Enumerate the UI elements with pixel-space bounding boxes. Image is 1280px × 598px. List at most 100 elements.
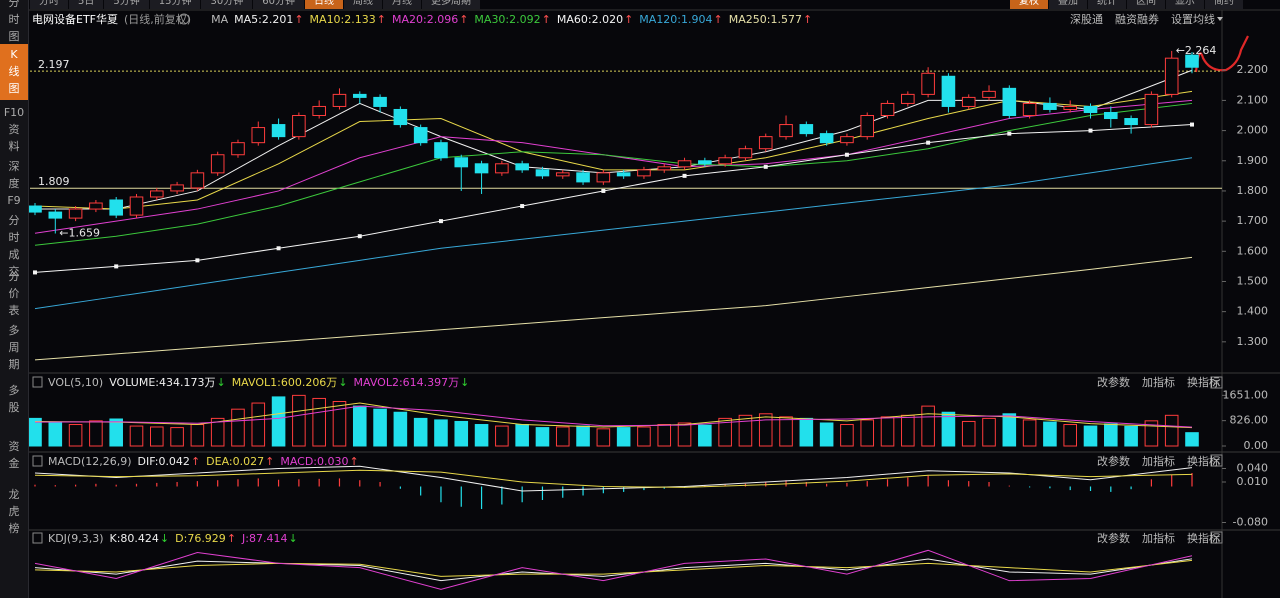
sidebar-item[interactable]: 龙虎榜 xyxy=(0,486,28,537)
panel-link[interactable]: 深股通 xyxy=(1070,13,1103,26)
period-tab[interactable]: 分时 xyxy=(30,0,68,9)
panel-link[interactable]: 加指标 xyxy=(1142,532,1175,545)
candle-body xyxy=(698,160,712,165)
candle-body xyxy=(352,93,367,98)
macd-links: 改参数 加指标 换指标 xyxy=(1097,454,1220,468)
candle-body xyxy=(799,124,814,135)
period-tab[interactable]: 5分钟 xyxy=(104,0,149,9)
legend-arrow: ↑ xyxy=(541,12,551,26)
tool-tab[interactable]: 简约 xyxy=(1205,0,1243,9)
sidebar-item[interactable]: 分时成交 xyxy=(0,212,28,280)
sidebar-item[interactable]: 资金 xyxy=(0,438,28,472)
panel-link[interactable]: 换指标 xyxy=(1187,376,1220,389)
legend-arrow: ↓ xyxy=(159,531,170,545)
ma-marker xyxy=(682,173,687,178)
extreme-label: ←2.264 xyxy=(1176,44,1217,57)
tool-tab[interactable]: 叠加 xyxy=(1049,0,1087,9)
volume-bar xyxy=(941,411,956,447)
volume-bar xyxy=(758,413,773,447)
volume-bar xyxy=(637,426,651,447)
candle-body xyxy=(860,115,875,138)
tool-tabs: 复权 叠加 统计 区间 显示 简约 xyxy=(1010,0,1243,9)
candle-body xyxy=(1144,93,1159,126)
volume-bar xyxy=(880,416,895,447)
period-tab[interactable]: 月线 xyxy=(382,0,421,9)
period-tab[interactable]: 周线 xyxy=(343,0,382,9)
y-tick-label: 2.000 xyxy=(1237,124,1269,137)
candle-body xyxy=(637,169,651,177)
volume-bar xyxy=(1063,424,1078,447)
panel-link[interactable]: 设置均线 xyxy=(1171,13,1215,26)
volume-bar xyxy=(373,408,387,447)
legend-arrow: ↓ xyxy=(460,375,470,389)
period-tab[interactable]: 15分钟 xyxy=(149,0,201,9)
period-tab[interactable]: 30分钟 xyxy=(201,0,253,9)
volume-bar xyxy=(89,420,103,447)
panel-link[interactable]: 换指标 xyxy=(1187,455,1220,468)
sidebar: 分时图 K 线图 F10 资料深度 F9 分时成交分价表多周期多股资金龙虎榜 xyxy=(0,0,29,598)
legend-arrow: ↑ xyxy=(349,454,359,468)
legend-entry: MA5:2.201 xyxy=(234,12,294,26)
tool-tab[interactable]: 复权 xyxy=(1010,0,1048,9)
indicator-name: MA xyxy=(211,12,229,26)
sidebar-item[interactable]: 多周期 xyxy=(0,322,28,373)
panel-link[interactable]: 改参数 xyxy=(1097,376,1130,389)
security-mode: (日线,前复权) xyxy=(124,13,192,26)
sidebar-item[interactable]: 多股 xyxy=(0,382,28,416)
volume-bar xyxy=(657,424,672,447)
candle-body xyxy=(535,169,550,177)
panel-link[interactable]: 改参数 xyxy=(1097,455,1130,468)
indicator-line xyxy=(34,157,1193,310)
volume-bar xyxy=(495,425,509,447)
candle-body xyxy=(190,172,205,189)
candle-body xyxy=(758,136,773,150)
panel-link[interactable]: 换指标 xyxy=(1187,532,1220,545)
tool-tab[interactable]: 统计 xyxy=(1088,0,1126,9)
tool-tab[interactable]: 显示 xyxy=(1166,0,1204,9)
tool-tab[interactable]: 区间 xyxy=(1127,0,1165,9)
ma-marker xyxy=(1007,131,1012,136)
sidebar-item[interactable]: 分时图 xyxy=(0,0,28,45)
legend-arrow: ↑ xyxy=(459,12,469,26)
indicator-line xyxy=(34,558,1193,582)
volume-bar xyxy=(231,408,245,447)
ma-marker xyxy=(520,204,525,209)
period-tab[interactable]: 更多周期 xyxy=(421,0,480,9)
period-tab[interactable]: 5日 xyxy=(69,0,104,9)
indicator-line xyxy=(34,405,1193,428)
legend-entry: K:80.424 xyxy=(109,531,159,545)
sidebar-item[interactable]: F10 资料 xyxy=(0,104,28,155)
legend-arrow: ↑ xyxy=(265,454,275,468)
reference-label: 2.197 xyxy=(38,58,70,71)
candle-body xyxy=(1022,102,1037,117)
volume-bar xyxy=(149,426,164,447)
candle-body xyxy=(921,72,935,95)
volume-bar xyxy=(1043,421,1057,447)
dropdown-icon[interactable] xyxy=(1217,17,1223,21)
legend-entry: DEA:0.027 xyxy=(206,454,265,468)
close-icons[interactable] xyxy=(1210,376,1223,544)
candle-body xyxy=(1043,102,1057,110)
candle-body xyxy=(231,142,245,156)
panel-link[interactable]: 融资融券 xyxy=(1115,13,1159,26)
legend-arrow: ↑ xyxy=(294,12,304,26)
candle-body xyxy=(515,163,529,171)
panel-link[interactable]: 加指标 xyxy=(1142,455,1175,468)
y-tick-label: 1651.00 xyxy=(1223,388,1269,401)
y-tick-label: 1.300 xyxy=(1237,335,1269,348)
panel-link[interactable]: 改参数 xyxy=(1097,532,1130,545)
legend-arrow: ↑ xyxy=(376,12,386,26)
candle-body xyxy=(901,93,915,104)
period-tab[interactable]: 日线 xyxy=(304,0,343,9)
volume-bar xyxy=(738,414,753,447)
panel-link[interactable]: 加指标 xyxy=(1142,376,1175,389)
period-tab[interactable]: 60分钟 xyxy=(253,0,304,9)
legend-entry: J:87.414 xyxy=(242,531,288,545)
sidebar-item[interactable]: 分价表 xyxy=(0,268,28,319)
sidebar-text: 线 xyxy=(8,65,20,78)
price-header: 电网设备ETF华夏 (日线,前复权) MA MA5:2.201 ↑ MA10:2.133 ↑… xyxy=(32,12,812,27)
sidebar-text: 资 xyxy=(8,123,20,136)
volume-bar xyxy=(698,424,712,447)
sidebar-item[interactable]: 深度 F9 xyxy=(0,158,28,209)
